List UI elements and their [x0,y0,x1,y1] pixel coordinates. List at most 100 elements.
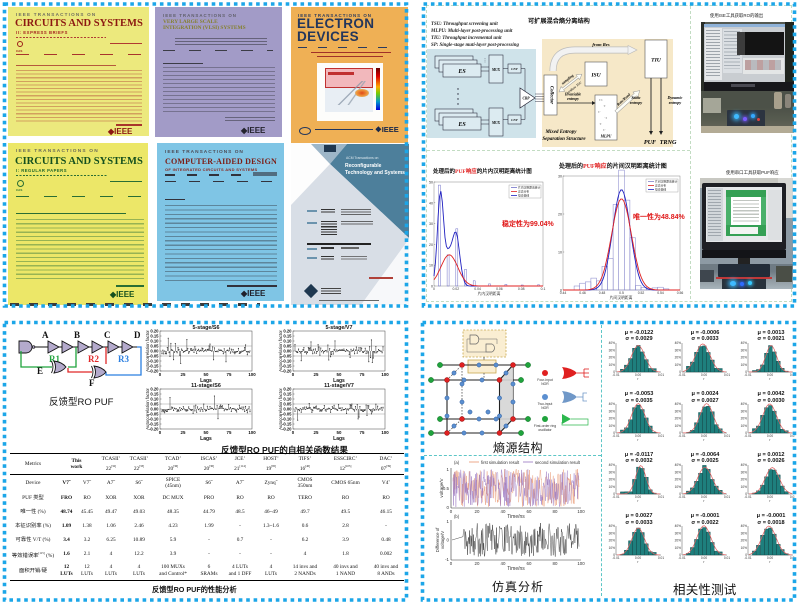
svg-text:Lags: Lags [333,436,345,442]
svg-text:-0.20: -0.20 [149,369,159,374]
svg-text:75: 75 [227,430,232,435]
svg-text:r: r [703,560,705,564]
svg-text:40%: 40% [609,524,616,528]
svg-text:10%: 10% [675,363,682,367]
svg-text:r: r [637,560,639,564]
svg-text:0.48: 0.48 [599,291,606,295]
svg-text:0: 0 [159,372,162,377]
svg-text:σ = 0.0018: σ = 0.0018 [757,520,784,526]
svg-text:20%: 20% [741,356,748,360]
svg-text:40%: 40% [741,463,748,467]
svg-text:-0.01: -0.01 [612,495,619,499]
svg-text:r: r [703,438,705,442]
svg-text:-0.01: -0.01 [678,434,685,438]
svg-text:40%: 40% [675,341,682,345]
svg-text:11-stage/S6: 11-stage/S6 [191,383,221,389]
svg-text:σ = 0.0026: σ = 0.0026 [757,458,784,464]
svg-text:σ = 0.0033: σ = 0.0033 [625,520,652,526]
svg-text:σ = 0.0032: σ = 0.0032 [625,458,652,464]
svg-text:0.56: 0.56 [677,291,684,295]
svg-text:0.54: 0.54 [657,291,664,295]
svg-text:0.01: 0.01 [790,495,795,499]
svg-text:100: 100 [248,372,256,377]
svg-text:0.1: 0.1 [541,287,546,291]
svg-text:r: r [769,377,771,381]
svg-text:30%: 30% [609,348,616,352]
svg-text:20%: 20% [741,539,748,543]
svg-text:20%: 20% [675,539,682,543]
svg-text:40%: 40% [675,524,682,528]
svg-text:10%: 10% [675,546,682,550]
svg-text:30%: 30% [741,410,748,414]
svg-text:-0.01: -0.01 [612,556,619,560]
svg-text:25: 25 [314,430,319,435]
svg-text:50: 50 [204,372,209,377]
svg-text:10%: 10% [741,546,748,550]
svg-text:0.04: 0.04 [474,287,481,291]
svg-text:σ = 0.0027: σ = 0.0027 [691,398,718,404]
svg-text:μ = -0.0001: μ = -0.0001 [691,513,720,519]
svg-text:0.52: 0.52 [638,291,645,295]
svg-text:30%: 30% [675,410,682,414]
svg-text:-0.01: -0.01 [744,373,751,377]
svg-text:20%: 20% [675,478,682,482]
svg-text:μ = 0.0027: μ = 0.0027 [626,513,653,519]
svg-text:-0.20: -0.20 [149,427,159,432]
svg-text:40: 40 [429,201,433,205]
svg-text:-0.01: -0.01 [678,373,685,377]
svg-text:r: r [769,438,771,442]
svg-text:A: A [42,330,49,340]
svg-text:20: 20 [558,213,562,217]
svg-text:0.01: 0.01 [724,434,730,438]
svg-text:片内汉明距离: 片内汉明距离 [478,291,501,296]
svg-text:拟合曲线: 拟合曲线 [655,188,666,192]
svg-text:0.5: 0.5 [619,291,624,295]
svg-text:100: 100 [381,372,389,377]
svg-text:-0.01: -0.01 [612,373,619,377]
svg-text:μ = 0.0042: μ = 0.0042 [758,391,785,397]
svg-text:11-stage/V7: 11-stage/V7 [324,383,354,389]
svg-text:σ = 0.0021: σ = 0.0021 [757,336,784,342]
svg-text:20%: 20% [609,539,616,543]
svg-text:30%: 30% [741,531,748,535]
svg-text:r: r [637,438,639,442]
svg-text:20%: 20% [675,417,682,421]
svg-text:0.01: 0.01 [790,373,795,377]
svg-text:0.01: 0.01 [724,373,730,377]
svg-text:10%: 10% [609,546,616,550]
svg-text:R3: R3 [118,354,129,364]
svg-text:30: 30 [429,222,433,226]
svg-text:唯一性为48.84%: 唯一性为48.84% [633,212,686,221]
svg-text:30%: 30% [609,470,616,474]
svg-text:0.01: 0.01 [658,373,664,377]
svg-text:0: 0 [433,287,435,291]
svg-text:-0.01: -0.01 [744,434,751,438]
svg-text:0.01: 0.01 [724,556,730,560]
svg-text:0.01: 0.01 [658,556,664,560]
svg-text:10%: 10% [741,424,748,428]
svg-text:σ = 0.0029: σ = 0.0029 [625,336,652,342]
svg-text:0.06: 0.06 [496,287,503,291]
svg-text:40%: 40% [741,341,748,345]
svg-text:30%: 30% [609,410,616,414]
svg-text:25: 25 [181,372,186,377]
svg-text:75: 75 [360,430,365,435]
svg-text:5-stage/S6: 5-stage/S6 [193,325,220,331]
svg-text:50: 50 [337,372,342,377]
svg-text:0.01: 0.01 [724,495,730,499]
svg-text:σ = 0.0033: σ = 0.0033 [691,336,718,342]
svg-text:50: 50 [204,430,209,435]
svg-text:C: C [104,330,111,340]
svg-text:30%: 30% [675,348,682,352]
svg-text:10%: 10% [675,424,682,428]
svg-text:20: 20 [429,243,433,247]
svg-text:10%: 10% [675,485,682,489]
svg-text:σ = 0.0022: σ = 0.0022 [691,520,718,526]
svg-text:拟合曲线: 拟合曲线 [518,194,529,198]
svg-text:5-stage/V7: 5-stage/V7 [326,325,353,331]
svg-text:-0.20: -0.20 [282,369,292,374]
svg-text:0.01: 0.01 [658,495,664,499]
svg-text:20%: 20% [609,356,616,360]
svg-text:30%: 30% [675,470,682,474]
svg-text:r: r [769,499,771,503]
